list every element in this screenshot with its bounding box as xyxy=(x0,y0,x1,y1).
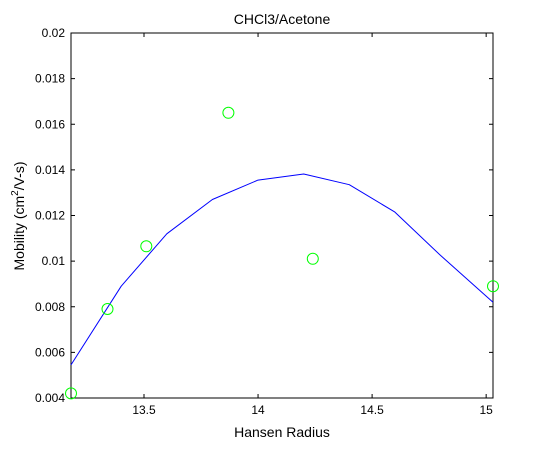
points-layer xyxy=(65,106,499,400)
data-point-marker xyxy=(306,252,319,265)
y-tick-label: 0.018 xyxy=(35,72,65,86)
x-axis-label: Hansen Radius xyxy=(234,424,330,440)
y-tick-label: 0.006 xyxy=(35,345,65,359)
fit-layer xyxy=(70,173,494,366)
y-tick-label: 0.012 xyxy=(35,209,65,223)
y-tick-label: 0.02 xyxy=(42,26,66,40)
y-tick-label: 0.016 xyxy=(35,117,65,131)
y-axis-label-base: Mobility (cm xyxy=(11,196,27,271)
y-tick-label: 0.008 xyxy=(35,300,65,314)
x-tick-label: 14 xyxy=(251,403,265,417)
data-point-marker xyxy=(101,303,114,315)
y-tick-label: 0.014 xyxy=(35,163,65,177)
fit-curve-line xyxy=(70,173,494,366)
x-tick-label: 14.5 xyxy=(360,403,384,417)
data-point-marker xyxy=(140,240,153,253)
chart-title: CHCl3/Acetone xyxy=(234,11,331,27)
ticks-layer: 13.5 14 14.5 15 0.004 0.006 0.008 0.01 0.012 0.01… xyxy=(35,26,493,417)
y-axis-label-rest: /V-s) xyxy=(11,161,27,190)
x-tick-label: 13.5 xyxy=(132,403,156,417)
y-tick-label: 0.01 xyxy=(42,254,66,268)
y-tick-label: 0.004 xyxy=(35,391,65,405)
y-axis-label: Mobility (cm2/V-s) xyxy=(10,161,27,270)
y-axis-label-sup: 2 xyxy=(10,190,21,196)
plot-area xyxy=(70,32,494,399)
data-point-marker xyxy=(222,106,235,119)
x-tick-label: 15 xyxy=(479,403,493,417)
data-point-marker xyxy=(65,387,77,400)
data-point-marker xyxy=(487,280,499,293)
